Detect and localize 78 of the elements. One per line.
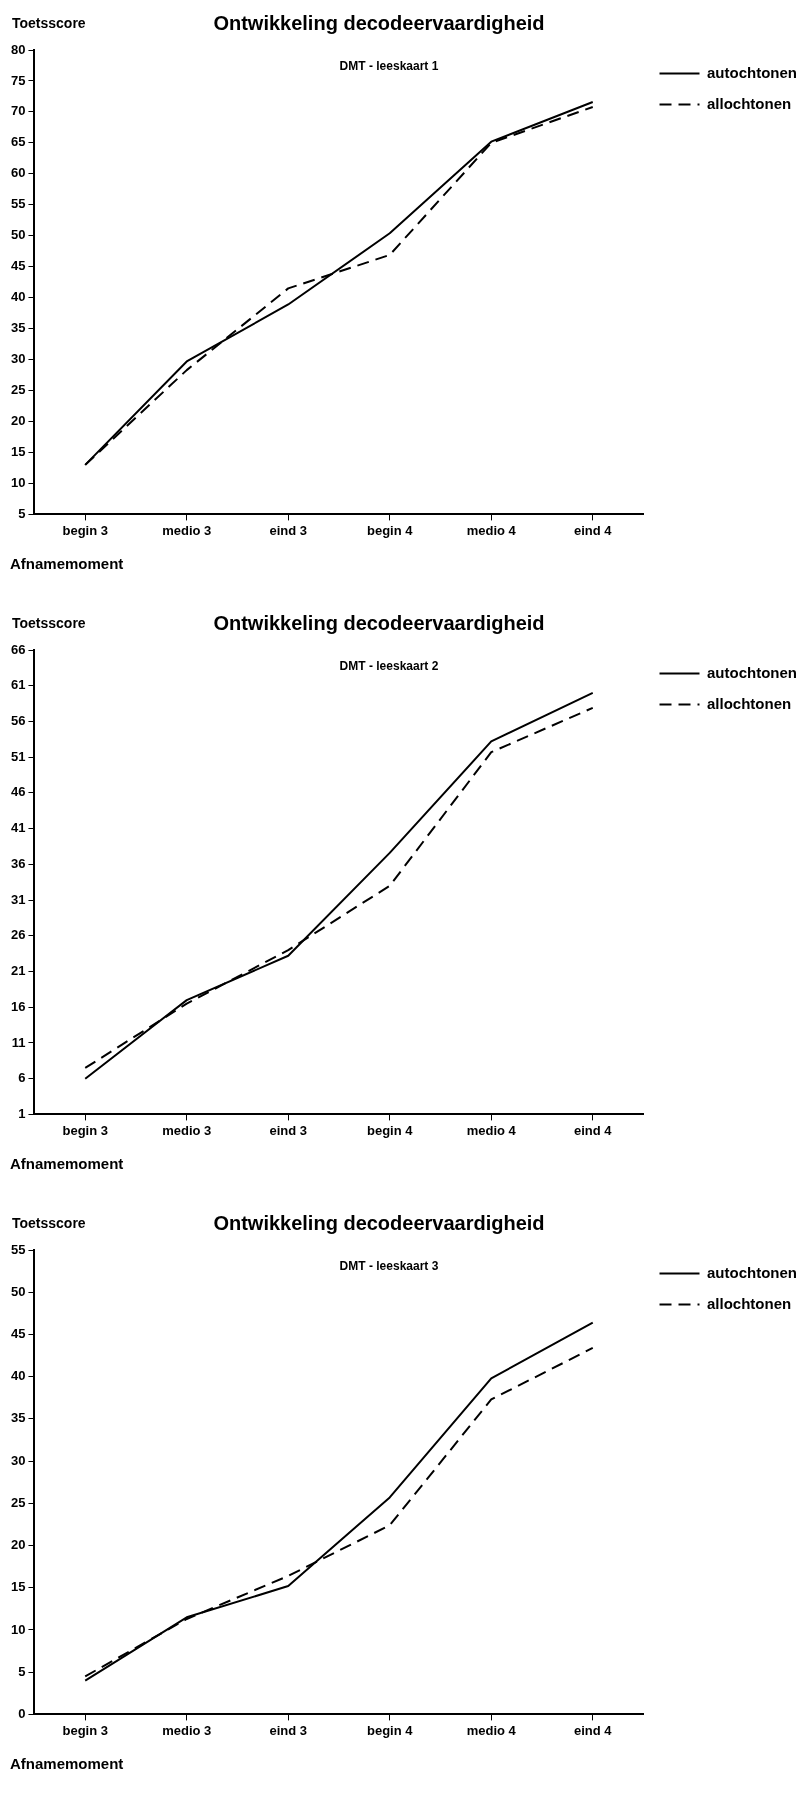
x-tick-label: eind 3 [269,1722,308,1738]
x-tick-label: eind 4 [573,1122,613,1138]
chart-title: Ontwikkeling decodeervaardigheid [213,611,545,634]
x-tick-label: eind 3 [269,522,308,538]
y-tick-label: 80 [10,41,26,57]
y-tick-label: 60 [10,165,26,181]
y-tick-label: 26 [10,927,26,943]
chart-title: Ontwikkeling decodeervaardigheid [213,11,545,34]
legend-label: allochtonen [707,694,792,712]
legend-label: allochtonen [707,94,792,112]
x-axis-title: Afnamemoment [10,554,124,572]
y-tick-label: 25 [10,382,26,398]
legend-label: autochtonen [707,1263,798,1281]
x-tick-label: medio 4 [466,1722,517,1738]
text: DMT - leeskaart 2 [339,659,439,674]
x-tick-label: medio 4 [466,522,517,538]
y-tick-label: 31 [10,891,26,907]
x-tick-label: begin 4 [366,522,414,538]
y-tick-label: 16 [10,998,26,1014]
y-tick-label: 0 [18,1705,26,1721]
legend-label: allochtonen [707,1294,792,1312]
x-axis-title: Afnamemoment [10,1154,124,1172]
y-tick-label: 21 [10,963,26,979]
y-tick-label: 55 [10,1241,26,1257]
y-tick-label: 46 [10,784,26,800]
y-tick-label: 50 [10,227,26,243]
legend-label: autochtonen [707,663,798,681]
y-tick-label: 11 [11,1034,26,1050]
y-axis-title: Toetsscore [12,1214,86,1231]
y-axis-title: Toetsscore [12,14,86,31]
y-tick-label: 35 [10,320,26,336]
y-tick-label: 30 [10,351,26,367]
y-tick-label: 50 [10,1283,26,1299]
y-tick-label: 75 [10,72,26,88]
y-tick-label: 61 [10,677,26,693]
y-tick-label: 10 [10,475,26,491]
x-tick-label: eind 4 [573,1722,613,1738]
y-tick-label: 45 [10,258,26,274]
y-tick-label: 41 [10,820,26,836]
x-tick-label: medio 3 [162,1722,212,1738]
x-tick-label: medio 3 [162,1122,212,1138]
y-tick-label: 30 [10,1452,26,1468]
y-tick-label: 5 [18,1663,26,1679]
y-tick-label: 51 [10,748,26,764]
y-tick-label: 56 [10,713,26,729]
text: DMT - leeskaart 3 [339,1259,439,1274]
y-tick-label: 25 [10,1494,26,1510]
y-tick-label: 36 [10,855,26,871]
x-tick-label: begin 3 [62,1122,108,1138]
y-tick-label: 15 [10,1579,26,1595]
x-tick-label: eind 4 [573,522,613,538]
y-tick-label: 45 [10,1326,26,1342]
y-tick-label: 6 [18,1070,26,1086]
y-tick-label: 35 [10,1410,26,1426]
y-tick-label: 66 [10,641,26,657]
x-tick-label: begin 4 [366,1722,414,1738]
y-tick-label: 65 [10,134,26,150]
y-tick-label: 40 [10,289,26,305]
y-tick-label: 5 [18,505,26,521]
x-tick-label: begin 3 [62,522,108,538]
y-axis-title: Toetsscore [12,614,86,631]
x-tick-label: begin 4 [366,1122,414,1138]
y-tick-label: 20 [10,413,26,429]
x-axis-title: Afnamemoment [10,1754,124,1772]
chart-title: Ontwikkeling decodeervaardigheid [213,1211,545,1234]
legend-label: autochtonen [707,63,798,81]
y-tick-label: 1 [18,1105,26,1121]
x-tick-label: medio 4 [466,1122,517,1138]
x-tick-label: eind 3 [269,1122,308,1138]
y-tick-label: 40 [10,1368,26,1384]
y-tick-label: 70 [10,103,26,119]
text: DMT - leeskaart 1 [339,59,439,74]
y-tick-label: 55 [10,196,26,212]
x-tick-label: begin 3 [62,1722,108,1738]
y-tick-label: 10 [10,1621,26,1637]
y-tick-label: 20 [10,1537,26,1553]
x-tick-label: medio 3 [162,522,212,538]
y-tick-label: 15 [10,444,26,460]
